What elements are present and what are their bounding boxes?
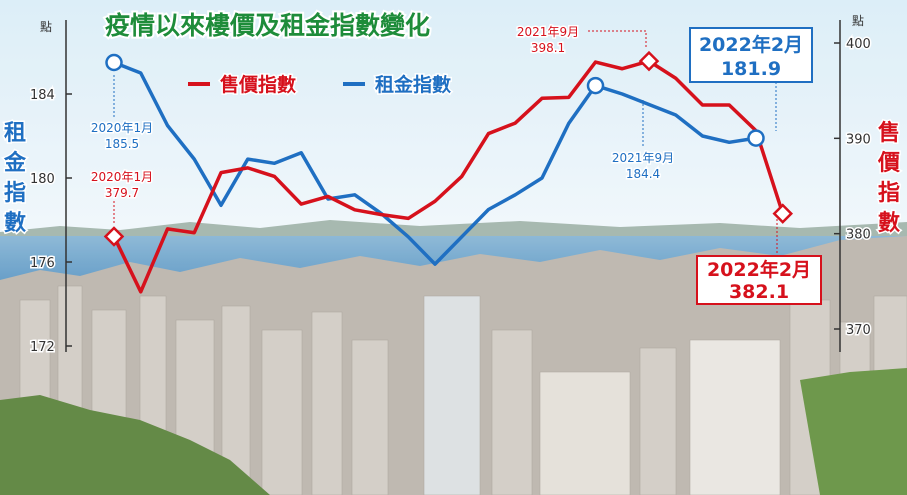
sale-peak-value: 398.1 [531, 41, 565, 55]
right-tick-label: 390 [846, 132, 871, 147]
left-axis-title: 租金指數 [2, 120, 29, 238]
foreground-vegetation [0, 395, 270, 495]
left-axis-title-char: 指 [4, 181, 26, 206]
rent-end-value: 181.9 [721, 58, 781, 80]
left-tick-label: 172 [30, 340, 55, 355]
rent-end-date: 2022年2月 [699, 33, 803, 56]
legend: 售價指數 租金指數 [188, 72, 453, 98]
annotations: 2020年1月 185.5 2020年1月 379.7 2021年9月 398.… [89, 24, 822, 305]
left-axis-title-char: 數 [4, 211, 26, 236]
left-axis-title-char: 租 [4, 121, 26, 146]
sale-end-marker [772, 203, 794, 224]
chart-title: 疫情以來樓價及租金指數變化 [105, 11, 430, 40]
sale-end-date: 2022年2月 [707, 258, 811, 281]
left-axis-unit: 點 [40, 20, 52, 34]
series-layer [103, 50, 794, 294]
left-axis: 點 184 180 176 172 租金指數 [2, 20, 72, 357]
left-axis-ticks: 184 180 176 172 [29, 87, 72, 357]
legend-rent-label: 租金指數 [375, 73, 451, 96]
left-tick-label: 180 [30, 172, 55, 187]
right-axis-title-char: 指 [878, 181, 900, 206]
right-axis: 點 400 390 380 370 售價指數 [834, 14, 903, 352]
rent-start-marker [105, 53, 123, 72]
left-tick-label: 184 [30, 88, 55, 103]
right-axis-title-char: 價 [877, 151, 901, 176]
rent-end-marker [747, 129, 765, 147]
right-tick-label: 370 [846, 323, 871, 338]
rent-start-value: 185.5 [105, 137, 139, 151]
legend-sale-label: 售價指數 [219, 73, 296, 96]
sale-index-line [112, 59, 785, 294]
rent-index-line [113, 60, 757, 266]
sale-end-callout-box [696, 255, 822, 305]
right-tick-label: 380 [846, 228, 871, 243]
sale-start-date: 2020年1月 [91, 170, 153, 184]
sale-start-value: 379.7 [105, 186, 139, 200]
rent-start-date: 2020年1月 [91, 121, 153, 135]
right-axis-unit: 點 [852, 14, 864, 28]
sale-peak-date: 2021年9月 [517, 25, 579, 39]
rent-peak-date: 2021年9月 [612, 151, 674, 165]
right-axis-title-char: 數 [878, 211, 900, 236]
right-axis-title: 售價指數 [876, 119, 903, 238]
rent-peak-marker [586, 76, 605, 95]
right-vegetation [800, 368, 907, 495]
rent-end-callout-box [689, 27, 813, 83]
right-axis-title-char: 售 [878, 120, 900, 146]
left-tick-label: 176 [30, 256, 55, 271]
right-tick-label: 400 [846, 37, 871, 52]
sale-end-value: 382.1 [729, 281, 789, 303]
sale-start-marker [103, 226, 125, 247]
sale-peak-leader [588, 30, 647, 48]
left-axis-title-char: 金 [3, 150, 27, 176]
right-axis-ticks: 400 390 380 370 [834, 36, 872, 340]
sale-peak-marker [638, 50, 660, 72]
rent-peak-value: 184.4 [626, 167, 660, 181]
